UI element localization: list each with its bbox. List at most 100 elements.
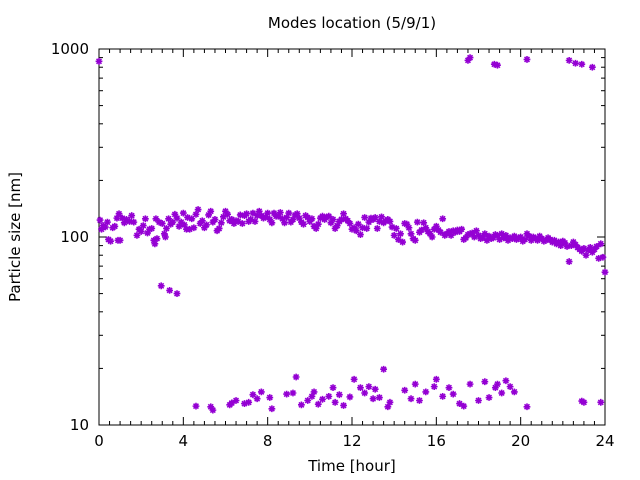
data-point (150, 236, 158, 244)
data-point (458, 225, 466, 233)
data-point (357, 384, 364, 392)
data-point (380, 365, 388, 373)
data-point (308, 215, 316, 223)
data-point (107, 237, 114, 245)
data-point (179, 209, 187, 217)
x-tick-label: 4 (179, 432, 189, 450)
data-point (525, 232, 533, 240)
data-point (207, 403, 215, 411)
data-point (292, 373, 300, 381)
data-point (314, 400, 322, 408)
x-tick-label: 8 (263, 432, 273, 450)
data-point (217, 219, 225, 227)
data-point (194, 206, 202, 213)
data-point (346, 220, 354, 227)
data-point (111, 222, 119, 230)
data-point (325, 392, 333, 400)
data-point (551, 236, 558, 244)
data-point (449, 390, 457, 398)
data-point (481, 230, 489, 238)
data-point (266, 394, 274, 401)
data-point (155, 218, 163, 226)
data-point (298, 401, 305, 409)
data-point (555, 238, 563, 246)
data-point (588, 248, 596, 256)
data-point (104, 218, 111, 226)
data-point (285, 209, 293, 217)
data-point (215, 225, 223, 232)
data-point (175, 222, 183, 230)
data-point (506, 234, 514, 242)
data-point (162, 233, 169, 241)
data-point (207, 207, 215, 215)
data-point (201, 224, 208, 232)
data-point (228, 399, 236, 407)
data-points (95, 54, 609, 414)
data-point (158, 220, 166, 227)
x-tick-label: 24 (595, 432, 614, 450)
data-point (319, 212, 326, 220)
data-point (599, 253, 607, 261)
data-point (304, 214, 312, 221)
data-point (141, 215, 149, 223)
data-point (468, 229, 476, 237)
data-point (224, 210, 232, 218)
x-tick-label: 20 (511, 432, 530, 450)
data-point (279, 215, 286, 223)
data-point (510, 388, 518, 396)
data-point (96, 216, 104, 224)
data-point (460, 402, 468, 410)
data-point (489, 234, 497, 242)
data-point (352, 227, 360, 235)
data-point (264, 209, 272, 217)
data-point (466, 380, 474, 388)
data-point (601, 268, 609, 276)
data-point (439, 215, 447, 223)
data-point (98, 225, 105, 233)
data-point (445, 228, 453, 235)
data-point (268, 219, 276, 227)
data-point (329, 216, 337, 223)
data-point (171, 210, 179, 218)
data-point (386, 398, 394, 406)
data-point (157, 282, 165, 290)
data-point (378, 213, 385, 221)
data-point (523, 56, 531, 63)
data-point (405, 224, 413, 232)
data-point (407, 395, 415, 403)
data-point (565, 56, 573, 64)
data-point (236, 211, 244, 219)
data-point (241, 400, 248, 407)
data-point (502, 231, 510, 239)
data-point (491, 384, 499, 392)
data-point (118, 214, 126, 222)
x-tick-label: 12 (342, 432, 361, 450)
data-point (128, 212, 136, 219)
data-point (371, 385, 379, 393)
data-point (335, 391, 343, 399)
data-point (130, 218, 138, 226)
data-point (483, 236, 491, 244)
data-point (101, 223, 109, 231)
data-point (498, 389, 506, 397)
data-point (591, 245, 598, 253)
data-point (517, 233, 525, 241)
data-point (376, 218, 383, 225)
data-point (270, 209, 278, 217)
data-point (540, 237, 548, 245)
data-point (148, 225, 156, 232)
data-point (361, 389, 369, 397)
data-point (597, 398, 605, 406)
data-point (232, 397, 240, 404)
data-point (123, 216, 130, 223)
x-tick-label: 16 (427, 432, 446, 450)
data-point (188, 215, 196, 223)
data-point (249, 391, 257, 399)
data-point (437, 228, 444, 236)
data-point (475, 231, 482, 239)
data-point (219, 213, 227, 221)
data-point (116, 236, 124, 244)
data-point (211, 216, 219, 223)
data-point (502, 377, 510, 385)
data-point (198, 217, 206, 225)
